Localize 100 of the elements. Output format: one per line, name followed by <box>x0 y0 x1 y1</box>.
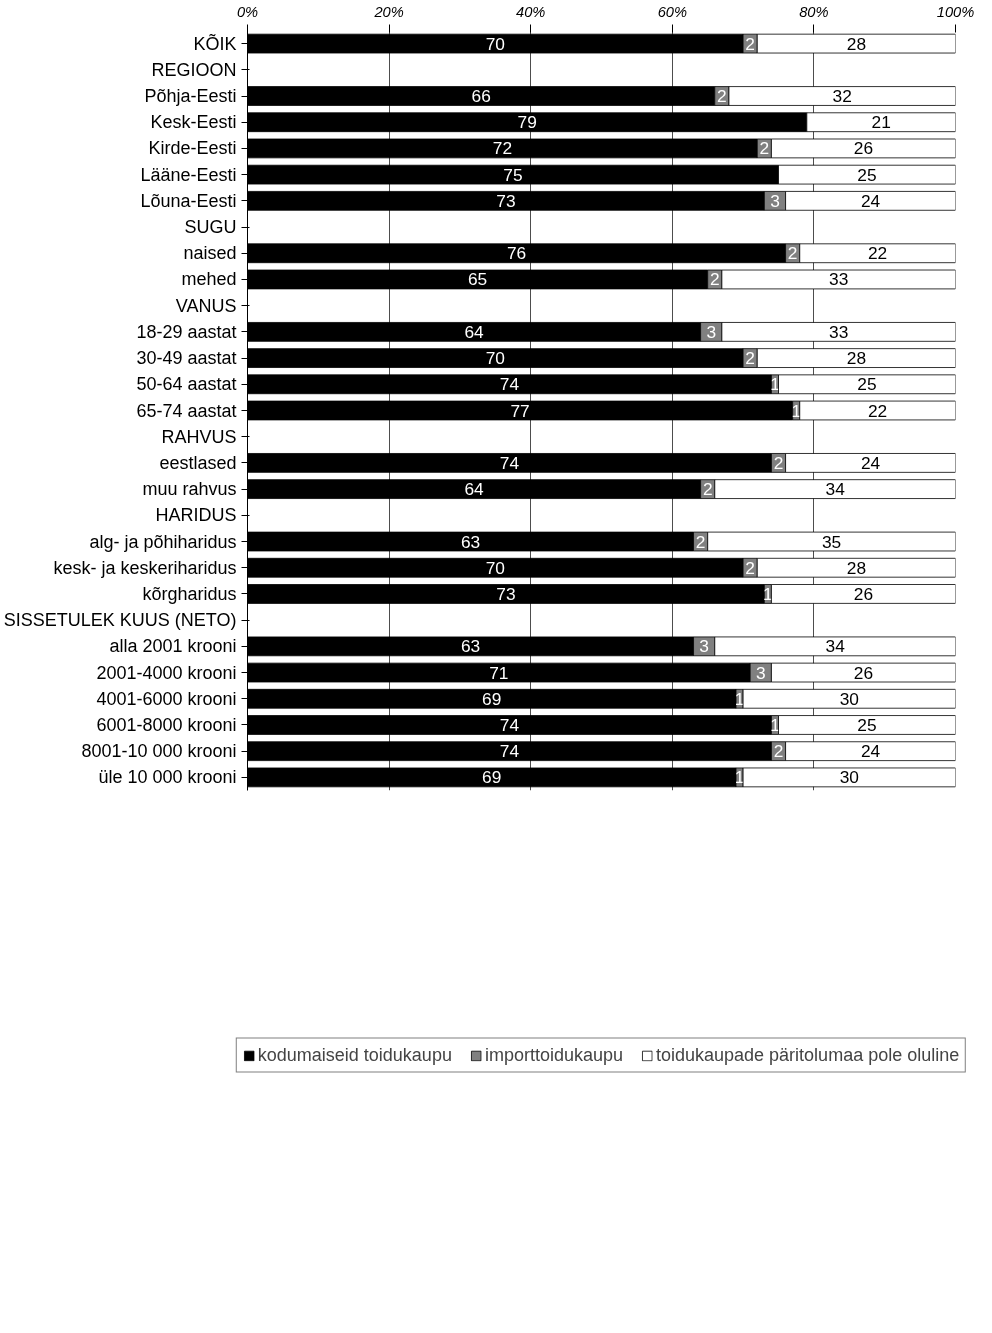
y-tick-label: Lääne-Eesti <box>140 164 237 185</box>
y-tick-label: 8001-10 000 krooni <box>81 741 237 762</box>
y-tick-label: SUGU <box>184 217 237 238</box>
data-label: 2 <box>773 741 784 762</box>
data-label: 26 <box>853 583 874 604</box>
data-label: 30 <box>839 767 859 788</box>
data-label: 28 <box>846 33 867 54</box>
y-tick-label: muu rahvus <box>142 479 237 500</box>
data-label: 2 <box>702 479 713 500</box>
data-label: 70 <box>485 557 505 578</box>
y-tick-label: Põhja-Eesti <box>144 86 237 107</box>
data-label: 2 <box>773 452 784 473</box>
y-tick-label: üle 10 000 krooni <box>98 767 237 788</box>
data-label: 25 <box>857 714 877 735</box>
data-label: 69 <box>482 767 502 788</box>
y-tick-label: 30-49 aastat <box>136 348 237 369</box>
data-label: 1 <box>734 688 745 709</box>
data-label: 79 <box>517 112 537 133</box>
data-label: 2 <box>759 138 770 159</box>
data-label: 32 <box>832 86 852 107</box>
legend-label: kodumaiseid toidukaupu <box>257 1044 452 1066</box>
data-label: 24 <box>860 741 881 762</box>
data-label: 75 <box>503 164 523 185</box>
data-label: 72 <box>492 138 513 159</box>
data-label: 2 <box>695 531 706 552</box>
data-label: 76 <box>506 243 527 264</box>
y-tick-label: mehed <box>181 269 237 290</box>
data-label: 30 <box>839 688 859 709</box>
data-label: 74 <box>499 714 520 735</box>
data-label: 28 <box>846 348 867 369</box>
legend-label: toidukaupade päritolumaa pole oluline <box>656 1044 960 1066</box>
data-label: 24 <box>860 452 881 473</box>
data-label: 64 <box>464 479 485 500</box>
y-tick-label: 65-74 aastat <box>136 400 237 421</box>
data-label: 2 <box>745 33 755 54</box>
data-label: 3 <box>699 636 709 657</box>
data-label: 22 <box>867 243 888 264</box>
data-label: 25 <box>857 164 877 185</box>
data-label: 69 <box>482 688 502 709</box>
data-label: 74 <box>499 452 520 473</box>
y-tick-label: naised <box>183 243 237 264</box>
data-label: 26 <box>853 662 874 683</box>
data-label: 73 <box>496 190 516 211</box>
y-tick-label: REGIOON <box>151 59 237 80</box>
y-tick-label: 4001-6000 krooni <box>96 688 237 709</box>
data-label: 25 <box>857 374 877 395</box>
y-tick-label: KÕIK <box>193 32 237 54</box>
data-label: 63 <box>460 531 481 552</box>
data-label: 22 <box>867 400 888 421</box>
data-label: 64 <box>464 321 485 342</box>
y-tick-label: SISSETULEK KUUS (NETO) <box>3 610 237 631</box>
x-tick-label: 100% <box>936 3 975 20</box>
data-label: 73 <box>496 583 516 604</box>
data-label: 35 <box>821 531 842 552</box>
data-label: 2 <box>717 86 727 107</box>
data-label: 71 <box>489 662 509 683</box>
data-label: 2 <box>787 243 798 264</box>
data-label: 24 <box>860 190 881 211</box>
data-label: 2 <box>745 557 755 578</box>
data-label: 28 <box>846 557 867 578</box>
x-tick-label: 80% <box>799 3 829 20</box>
x-tick-label: 0% <box>236 3 259 20</box>
data-label: 3 <box>706 321 717 342</box>
x-tick-label: 40% <box>516 3 546 20</box>
y-tick-label: alla 2001 krooni <box>109 636 237 657</box>
data-label: 21 <box>871 112 891 133</box>
data-label: 34 <box>825 636 846 657</box>
data-label: 26 <box>853 138 874 159</box>
y-tick-label: Kesk-Eesti <box>150 112 237 133</box>
y-tick-label: kõrgharidus <box>142 583 237 604</box>
y-tick-label: 2001-4000 krooni <box>96 662 237 683</box>
y-tick-label: kesk- ja keskeriharidus <box>53 557 237 578</box>
data-label: 74 <box>499 374 520 395</box>
data-label: 3 <box>755 662 766 683</box>
data-label: 2 <box>709 269 720 290</box>
data-label: 63 <box>460 636 481 657</box>
y-tick-label: eestlased <box>159 452 237 473</box>
data-label: 1 <box>734 767 745 788</box>
data-label: 74 <box>499 741 520 762</box>
y-tick-label: VANUS <box>175 295 237 316</box>
x-tick-label: 20% <box>373 3 404 20</box>
data-label: 33 <box>829 269 849 290</box>
y-tick-label: Lõuna-Eesti <box>140 190 237 211</box>
data-label: 2 <box>745 348 755 369</box>
data-label: 66 <box>471 86 491 107</box>
y-tick-label: RAHVUS <box>161 426 237 447</box>
x-tick-label: 60% <box>657 3 687 20</box>
data-label: 77 <box>510 400 530 421</box>
y-tick-label: 50-64 aastat <box>136 374 237 395</box>
y-tick-label: Kirde-Eesti <box>148 138 237 159</box>
y-tick-label: HARIDUS <box>155 505 237 526</box>
data-label: 3 <box>770 190 780 211</box>
data-label: 34 <box>825 479 846 500</box>
y-tick-label: 18-29 aastat <box>136 321 237 342</box>
legend-label: importtoidukaupu <box>484 1044 623 1066</box>
data-label: 65 <box>467 269 488 290</box>
data-label: 70 <box>485 33 505 54</box>
y-tick-label: 6001-8000 krooni <box>96 714 237 735</box>
data-label: 33 <box>829 321 849 342</box>
data-label: 70 <box>485 348 505 369</box>
